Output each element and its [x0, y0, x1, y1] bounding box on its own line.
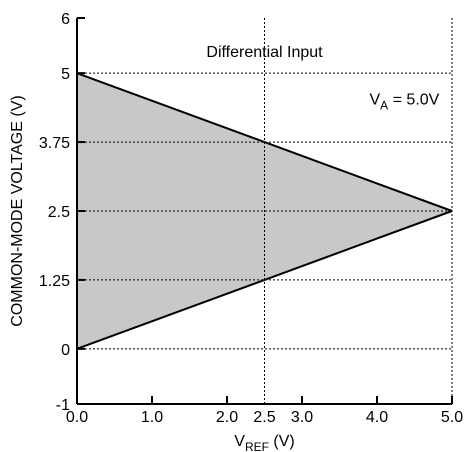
annotation-va-sub: A	[380, 99, 388, 113]
annotation-va: VA = 5.0V	[370, 92, 440, 113]
annotation-va-main: V	[370, 92, 381, 109]
series-line-2	[76, 210, 453, 350]
y-tick-label: 0	[61, 342, 70, 359]
tick-label-layer: -1 0 1.25 2.5 3.75 5 6 0.0 1.0 2.0 2.5 3.0 4.0 5.0	[39, 11, 463, 426]
y-tick-label: 6	[61, 11, 70, 28]
y-tick-label: 3.75	[39, 135, 70, 152]
annotation-differential-input: Differential Input	[206, 44, 323, 61]
x-tick-label: 0.0	[66, 409, 88, 426]
axis-layer	[76, 17, 453, 405]
y-axis-title: COMMON-MODE VOLTAGE (V)	[9, 95, 26, 326]
series-line-1	[76, 72, 453, 212]
y-tick-label: -1	[56, 397, 70, 414]
x-axis-title-main: V	[234, 433, 245, 450]
x-tick-label: 2.5	[253, 409, 275, 426]
x-axis-title-sub: REF	[245, 440, 269, 452]
x-axis-title-unit: (V)	[269, 433, 295, 450]
y-tick-label: 2.5	[48, 204, 70, 221]
x-tick-label: 3.0	[291, 409, 313, 426]
y-tick-label: 1.25	[39, 273, 70, 290]
x-tick-label: 2.0	[216, 409, 238, 426]
x-axis-title: VREF (V)	[234, 433, 294, 452]
y-tick-label: 5	[61, 66, 70, 83]
x-tick-label: 4.0	[366, 409, 388, 426]
annotation-va-rest: = 5.0V	[388, 92, 439, 109]
x-tick-label: 1.0	[141, 409, 163, 426]
series-layer	[76, 72, 453, 350]
x-tick-label: 5.0	[441, 409, 463, 426]
